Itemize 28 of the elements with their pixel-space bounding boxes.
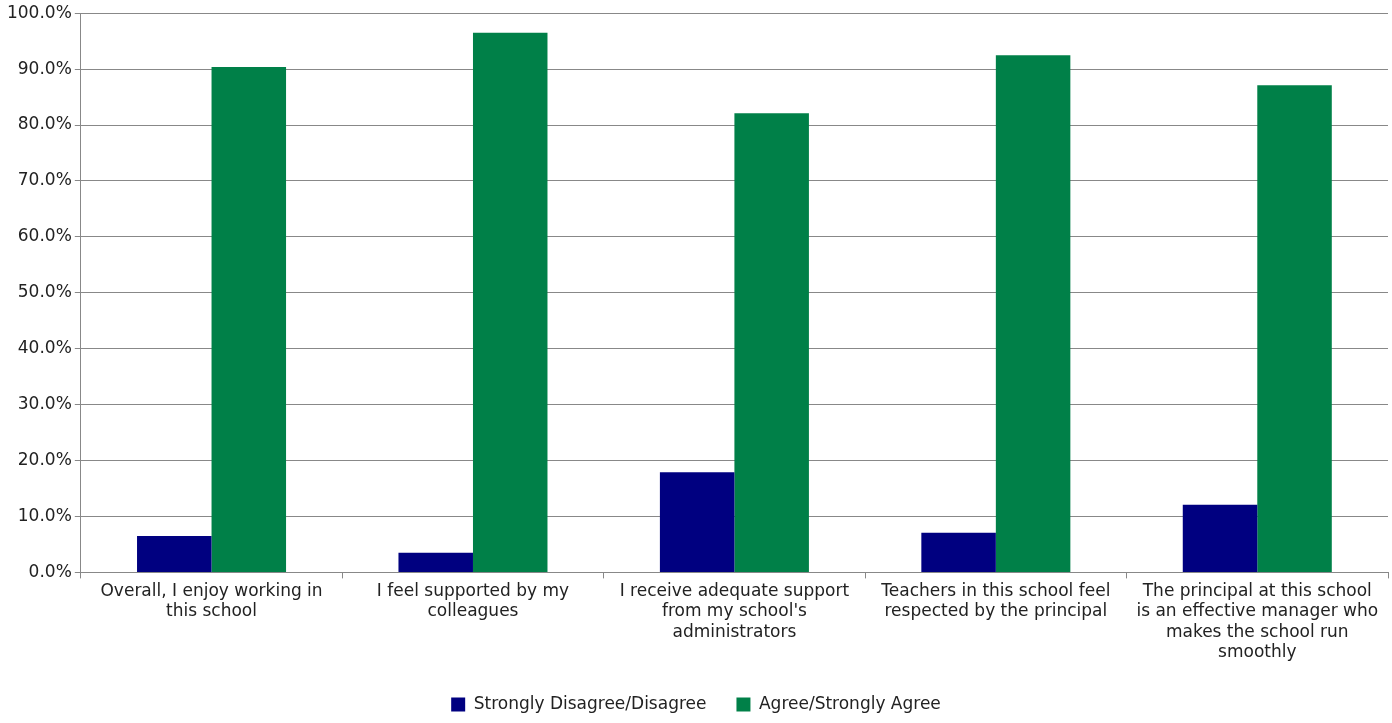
bar xyxy=(137,536,212,572)
bar xyxy=(659,472,735,572)
x-tick-label: The principal at this school is an effective manager who makes the school run smoothly xyxy=(1136,580,1379,662)
legend-label: Agree/Strongly Agree xyxy=(758,692,941,713)
x-tick-label: I feel supported by my colleagues xyxy=(376,580,570,621)
y-tick-label: 40.0% xyxy=(17,337,72,358)
y-tick-label: 70.0% xyxy=(17,169,72,190)
y-tick-label: 90.0% xyxy=(17,57,72,78)
bar xyxy=(211,66,287,572)
bar xyxy=(1182,504,1258,572)
y-tick-label: 100.0% xyxy=(6,1,72,22)
bar xyxy=(398,552,473,572)
bar xyxy=(734,113,809,572)
bar xyxy=(995,55,1071,572)
y-tick-label: 20.0% xyxy=(17,448,72,469)
x-tick-label: Teachers in this school feel respected by the principal xyxy=(880,580,1111,621)
y-tick-label: 10.0% xyxy=(17,504,72,525)
y-tick-label: 0.0% xyxy=(28,560,72,581)
y-tick-label: 30.0% xyxy=(17,393,72,414)
y-tick-label: 50.0% xyxy=(17,281,72,302)
bar xyxy=(1257,85,1332,572)
bar xyxy=(921,532,996,572)
legend-label: Strongly Disagree/Disagree xyxy=(473,692,707,713)
y-tick-label: 80.0% xyxy=(17,113,72,134)
bar xyxy=(472,32,548,572)
x-tick-label: I receive adequate support from my school's administrators xyxy=(619,580,850,641)
y-tick-label: 60.0% xyxy=(17,225,72,246)
x-tick-label: Overall, I enjoy working in this school xyxy=(100,580,323,621)
